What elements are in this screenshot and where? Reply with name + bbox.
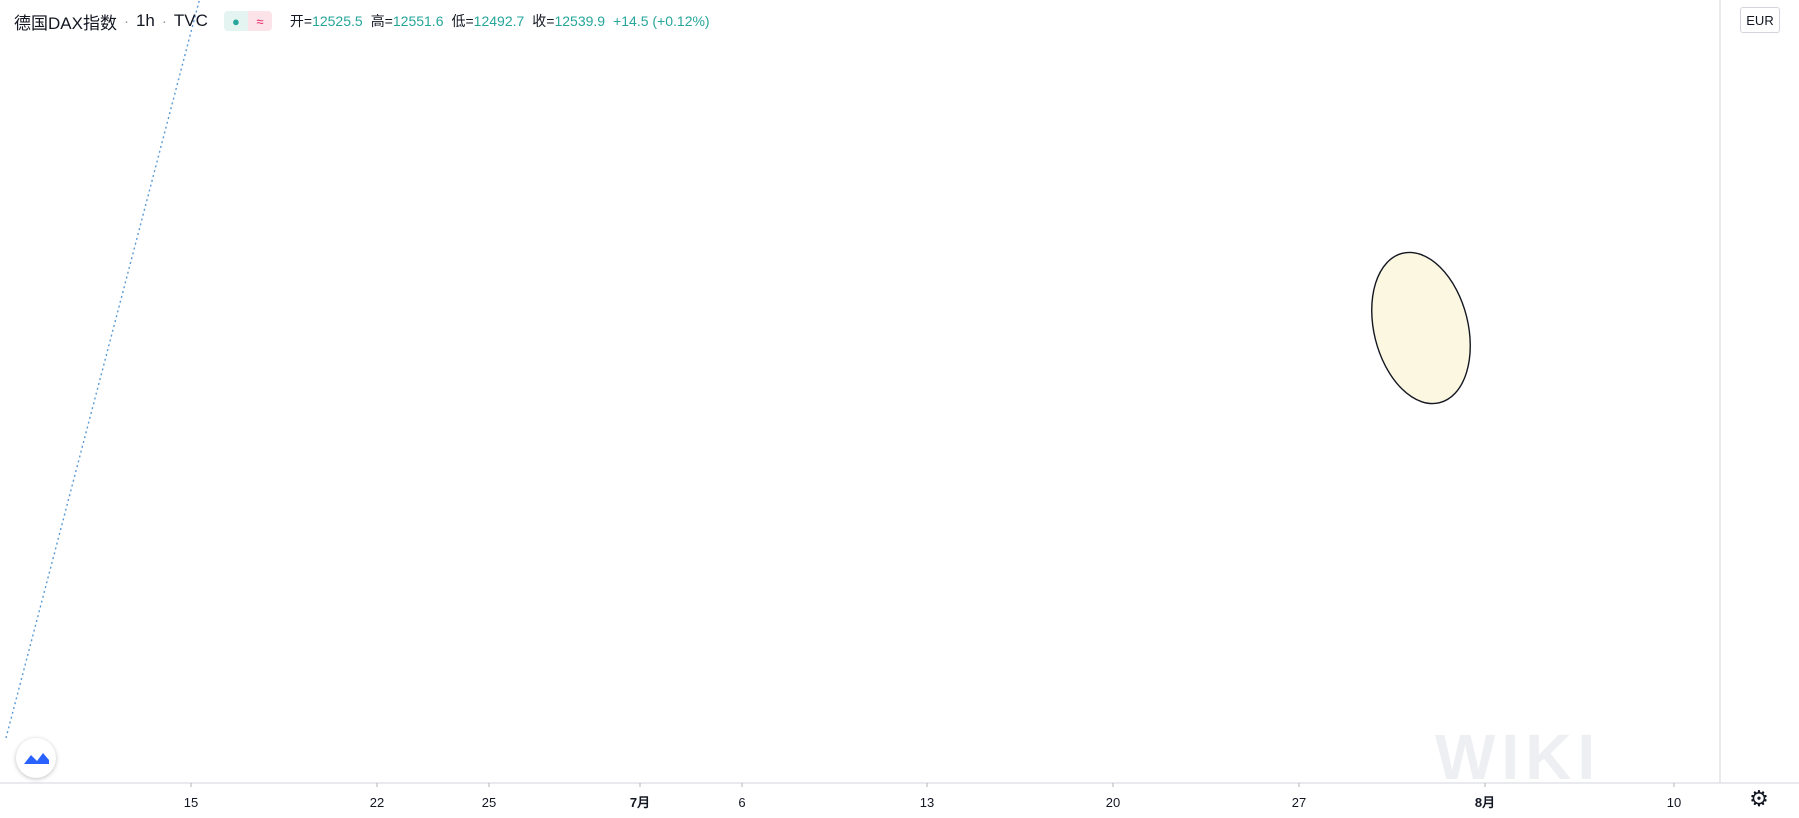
- time-tick-label: 25: [482, 795, 496, 810]
- high-value-group: 高=12551.6: [370, 13, 444, 29]
- dot-icon[interactable]: ●: [223, 11, 248, 31]
- compare-icon[interactable]: ≈: [247, 11, 272, 31]
- currency-button[interactable]: EUR: [1740, 7, 1780, 33]
- change-value: +14.5 (+0.12%): [613, 13, 710, 29]
- time-tick-label: 7月: [630, 795, 650, 810]
- time-tick-label: 27: [1292, 795, 1306, 810]
- interval-label[interactable]: 1h: [135, 11, 155, 30]
- highlight-ellipse: [1371, 251, 1471, 405]
- open-value-group: 开=12525.5: [289, 13, 363, 29]
- gear-icon[interactable]: ⚙: [1749, 786, 1769, 811]
- time-tick-label: 20: [1106, 795, 1120, 810]
- watermark: WIKI: [1435, 721, 1602, 793]
- trend-line: [5, 0, 201, 739]
- time-tick-label: 13: [920, 795, 934, 810]
- source-label: TVC: [173, 11, 208, 30]
- symbol-name[interactable]: 德国DAX指数: [14, 13, 117, 33]
- close-value-group: 收=12539.9: [532, 13, 606, 29]
- low-value-group: 低=12492.7: [451, 13, 525, 29]
- tradingview-logo-button[interactable]: [16, 738, 56, 778]
- legend-toggle[interactable]: ● ≈: [223, 11, 272, 31]
- time-tick-label: 15: [184, 795, 198, 810]
- logo-icon: [24, 753, 49, 764]
- time-tick-label: 8月: [1475, 795, 1495, 810]
- time-tick-label: 22: [370, 795, 384, 810]
- time-tick-label: 10: [1667, 795, 1681, 810]
- time-tick-label: 6: [738, 795, 745, 810]
- separator-dot: ·: [161, 12, 167, 30]
- chart-legend: 德国DAX指数 · 1h · TVC ● ≈ 开=12525.5 高=12551…: [14, 10, 710, 33]
- separator-dot: ·: [123, 12, 129, 30]
